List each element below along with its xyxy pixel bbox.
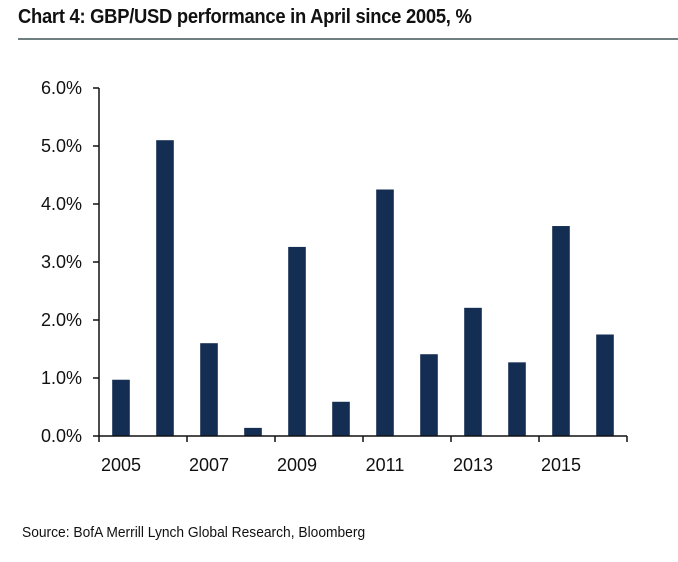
bar-2010 (332, 401, 350, 436)
bars-group (112, 140, 614, 436)
bar-2005 (112, 379, 130, 436)
y-tick-label: 1.0% (41, 368, 82, 388)
x-tick-label: 2013 (453, 455, 493, 475)
bar-2009 (288, 246, 306, 436)
x-tick-label: 2009 (277, 455, 317, 475)
y-tick-label: 4.0% (41, 194, 82, 214)
axes-group: 0.0% 1.0% 2.0% 3.0% 4.0% 5.0% 6.0% 2005 2007 2009… (41, 78, 628, 475)
x-tick-label: 2015 (541, 455, 581, 475)
x-tick-label: 2011 (366, 455, 405, 475)
bar-2016 (596, 334, 614, 436)
x-tick-label: 2005 (101, 455, 141, 475)
bar-2015 (552, 226, 570, 436)
bar-2012 (420, 354, 438, 436)
title-divider (18, 38, 678, 40)
y-tick-label: 2.0% (41, 310, 82, 330)
chart-title: Chart 4: GBP/USD performance in April si… (18, 6, 472, 28)
y-tick-label: 3.0% (41, 252, 82, 272)
bar-2007 (200, 343, 218, 436)
x-tick-label: 2007 (189, 455, 229, 475)
bar-2008 (244, 427, 262, 436)
bar-2014 (508, 362, 526, 436)
y-tick-label: 5.0% (41, 136, 82, 156)
bar-2013 (464, 307, 482, 436)
source-note: Source: BofA Merrill Lynch Global Resear… (22, 524, 366, 541)
y-tick-label: 0.0% (41, 426, 82, 446)
y-tick-label: 6.0% (41, 78, 82, 98)
bar-2006 (156, 140, 174, 436)
bar-2011 (376, 189, 394, 436)
